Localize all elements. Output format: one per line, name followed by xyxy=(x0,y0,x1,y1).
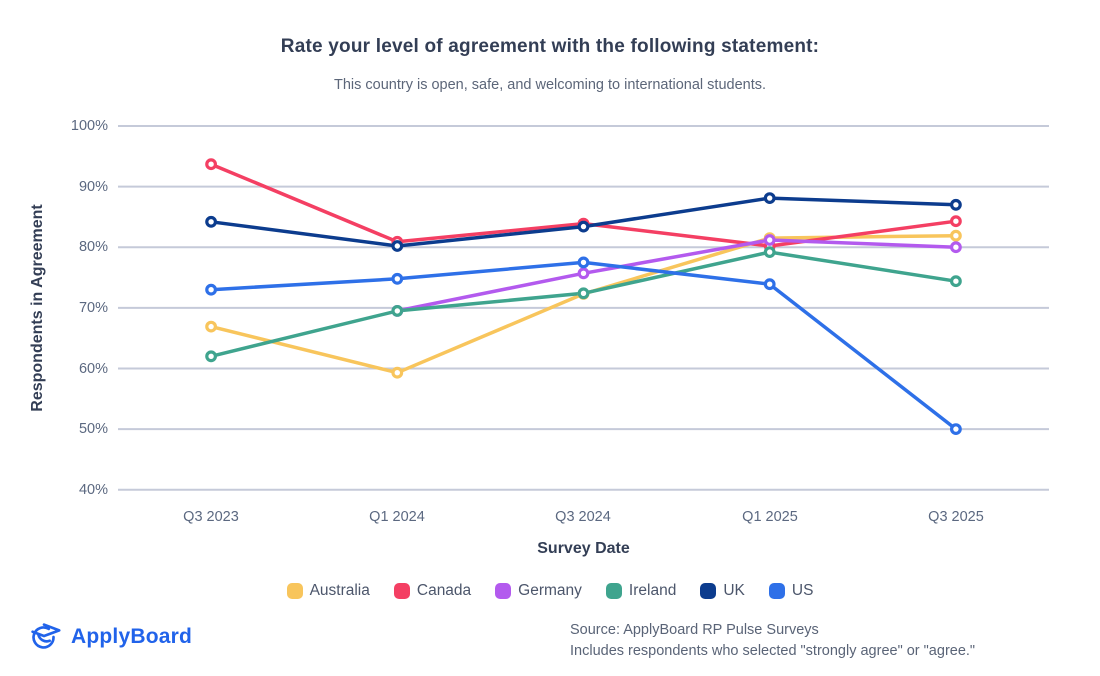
legend-item-germany: Germany xyxy=(495,582,582,600)
x-axis-title: Survey Date xyxy=(537,540,630,557)
x-tick-label: Q3 2023 xyxy=(183,509,239,525)
y-tick-label: 50% xyxy=(78,421,108,437)
legend-label: UK xyxy=(723,582,745,599)
y-tick-label: 100% xyxy=(70,118,108,134)
legend-swatch-uk xyxy=(700,583,717,599)
source-text: Source: ApplyBoard RP Pulse Surveys Incl… xyxy=(570,620,975,662)
y-tick-label: 70% xyxy=(78,300,108,316)
y-tick-label: 60% xyxy=(78,361,108,377)
legend-label: US xyxy=(791,582,814,599)
source-line: Includes respondents who selected "stron… xyxy=(570,643,976,659)
y-tick-label: 90% xyxy=(78,179,108,195)
y-tick-label: 80% xyxy=(78,239,108,255)
x-tick-label: Q3 2025 xyxy=(928,509,984,525)
legend-swatch-australia xyxy=(286,583,303,599)
x-tick-label: Q3 2024 xyxy=(555,509,611,525)
legend-item-us: US xyxy=(768,582,814,600)
legend-swatch-us xyxy=(768,583,785,599)
legend-label: Ireland xyxy=(628,582,677,599)
legend-item-australia: Australia xyxy=(286,582,370,600)
y-tick-label: 40% xyxy=(78,482,108,498)
legend-label: Australia xyxy=(309,582,370,599)
legend-swatch-canada xyxy=(393,583,410,599)
legend-item-ireland: Ireland xyxy=(605,582,677,600)
applyboard-logo-icon xyxy=(31,623,61,649)
chart-title: Rate your level of agreement with the fo… xyxy=(280,36,820,57)
legend-item-uk: UK xyxy=(700,582,745,600)
chart-subtitle: This country is open, safe, and welcomin… xyxy=(333,77,767,93)
x-tick-label: Q1 2025 xyxy=(742,509,798,525)
legend-label: Canada xyxy=(416,582,472,599)
legend-label: Germany xyxy=(518,582,582,599)
legend-swatch-ireland xyxy=(605,583,622,599)
source-line: Source: ApplyBoard RP Pulse Surveys xyxy=(570,622,819,638)
applyboard-logo: ApplyBoard xyxy=(25,621,192,653)
applyboard-logo-text: ApplyBoard xyxy=(71,625,193,648)
legend-item-canada: Canada xyxy=(393,582,472,600)
legend: Australia Canada Germany Ireland UK US xyxy=(0,582,1100,600)
legend-swatch-germany xyxy=(495,583,512,599)
x-tick-label: Q1 2024 xyxy=(369,509,425,525)
